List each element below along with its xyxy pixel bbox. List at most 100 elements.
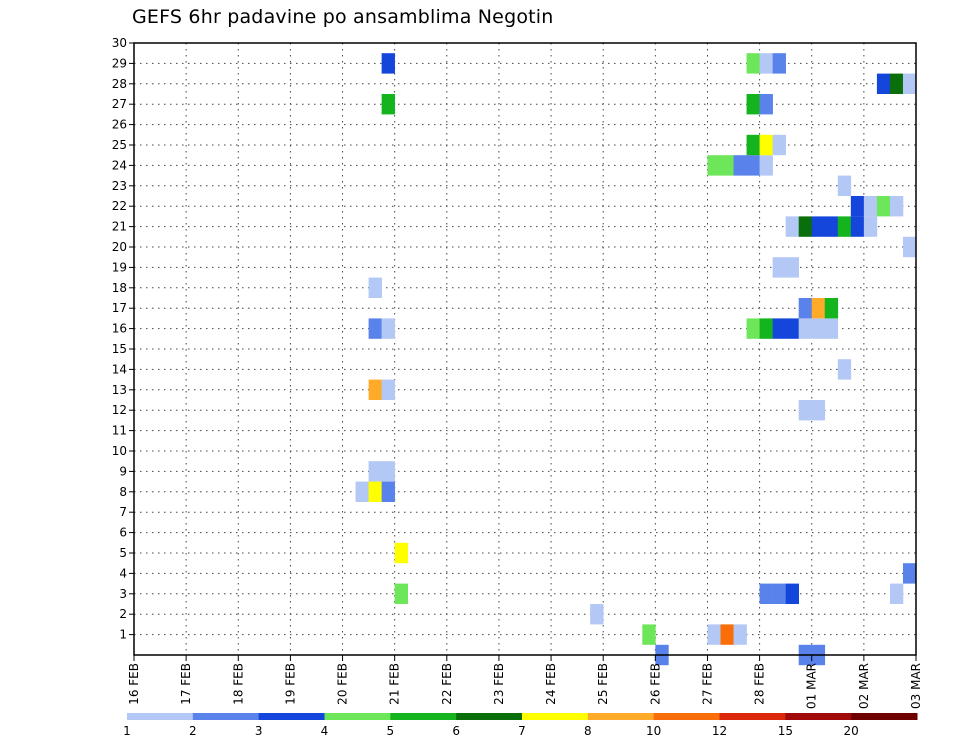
heatmap-cell	[798, 318, 813, 339]
heatmap-cell	[889, 583, 904, 604]
heatmap-cell	[824, 298, 839, 319]
x-tick-label: 22 FEB	[440, 663, 454, 705]
heatmap-cell	[759, 134, 773, 156]
colorbar-label: 3	[255, 724, 263, 738]
heatmap-cell	[394, 583, 408, 604]
x-tick-label: 25 FEB	[596, 663, 610, 705]
heatmap-cell	[798, 298, 813, 319]
chart-title: GEFS 6hr padavine po ansamblima Negotin	[132, 6, 554, 28]
heatmap-cells	[355, 53, 917, 666]
x-tick-label: 16 FEB	[127, 663, 141, 705]
grid-lines	[134, 43, 916, 655]
y-tick-label: 22	[112, 199, 127, 213]
heatmap-cell	[733, 155, 747, 176]
heatmap-cell	[746, 155, 760, 176]
y-tick-label: 26	[112, 118, 127, 132]
heatmap-cell	[811, 298, 826, 319]
y-tick-label: 11	[112, 424, 127, 438]
heatmap-cell	[772, 318, 786, 339]
colorbar-label: 2	[189, 724, 197, 738]
heatmap-cell	[902, 563, 917, 584]
heatmap-cell	[850, 216, 865, 237]
heatmap-cell	[837, 175, 852, 196]
heatmap-cell	[798, 216, 813, 237]
y-tick-label: 16	[112, 322, 127, 336]
heatmap-cell	[785, 583, 799, 604]
heatmap-cell	[772, 134, 786, 156]
y-tick-label: 21	[112, 220, 127, 234]
y-tick-label: 5	[119, 546, 127, 560]
heatmap-cell	[381, 318, 395, 339]
heatmap-cell	[720, 155, 734, 176]
heatmap-cell	[368, 277, 382, 298]
colorbar-segment	[324, 713, 391, 720]
heatmap-cell	[889, 196, 904, 217]
x-tick-label: 19 FEB	[283, 663, 297, 705]
x-tick-label: 03 MAR	[909, 663, 923, 709]
colorbar-segment	[192, 713, 260, 720]
heatmap-cell	[368, 481, 382, 502]
y-tick-label: 17	[112, 301, 127, 315]
colorbar-label: 12	[712, 724, 727, 738]
heatmap-cell	[759, 94, 773, 115]
y-tick-label: 12	[112, 403, 127, 417]
heatmap-cell	[707, 624, 721, 645]
y-tick-label: 23	[112, 179, 127, 193]
y-tick-label: 13	[112, 383, 127, 397]
y-tick-label: 24	[112, 158, 127, 172]
heatmap-cell	[902, 236, 917, 258]
colorbar-segment	[851, 713, 918, 720]
y-tick-label: 30	[112, 36, 127, 50]
y-axis: 1234567891011121314151617181920212223242…	[112, 36, 134, 642]
colorbar-segment	[456, 713, 523, 720]
heatmap-cell	[746, 134, 760, 156]
heatmap-cell	[811, 216, 826, 237]
y-tick-label: 10	[112, 444, 127, 458]
heatmap-cell	[759, 155, 773, 176]
x-tick-label: 27 FEB	[700, 663, 714, 705]
heatmap-cell	[368, 461, 382, 482]
heatmap-cell	[381, 94, 395, 115]
heatmap-cell	[733, 624, 747, 645]
heatmap-cell	[876, 73, 891, 94]
x-tick-label: 28 FEB	[753, 663, 767, 705]
colorbar: 1 2 3 4 5 6 7 8 10 12 15 20	[123, 713, 918, 738]
heatmap-cell	[381, 461, 395, 482]
heatmap-cell	[381, 53, 395, 74]
x-tick-label: 18 FEB	[231, 663, 245, 705]
colorbar-label: 8	[584, 724, 592, 738]
heatmap-cell	[785, 216, 799, 237]
heatmap-cell	[772, 53, 786, 74]
y-tick-label: 1	[119, 628, 127, 642]
y-tick-label: 9	[119, 464, 127, 478]
heatmap-cell	[811, 400, 826, 421]
heatmap-cell	[824, 216, 839, 237]
y-tick-label: 15	[112, 342, 127, 356]
y-tick-label: 25	[112, 138, 127, 152]
heatmap-cell	[772, 257, 786, 278]
heatmap-cell	[876, 196, 891, 217]
heatmap-cell	[902, 73, 917, 94]
colorbar-segment	[390, 713, 457, 720]
y-tick-label: 2	[119, 607, 127, 621]
y-tick-label: 18	[112, 281, 127, 295]
heatmap-cell	[368, 379, 382, 400]
x-tick-label: 24 FEB	[544, 663, 558, 705]
heatmap-cell	[785, 257, 799, 278]
y-tick-label: 8	[119, 485, 127, 499]
colorbar-segment	[587, 713, 655, 720]
y-tick-label: 7	[119, 505, 127, 519]
y-tick-label: 27	[112, 97, 127, 111]
colorbar-label: 5	[387, 724, 395, 738]
x-axis: 16 FEB 17 FEB 18 FEB 19 FEB 20 FEB 21 FEB 22 F…	[127, 655, 923, 709]
heatmap-cell	[850, 196, 865, 217]
heatmap-cell	[824, 318, 839, 339]
heatmap-cell	[746, 53, 760, 74]
colorbar-label: 6	[452, 724, 460, 738]
x-tick-label: 20 FEB	[336, 663, 350, 705]
heatmap-cell	[759, 583, 773, 604]
heatmap-cell	[863, 216, 878, 237]
colorbar-label: 20	[844, 724, 859, 738]
y-tick-label: 29	[112, 56, 127, 70]
